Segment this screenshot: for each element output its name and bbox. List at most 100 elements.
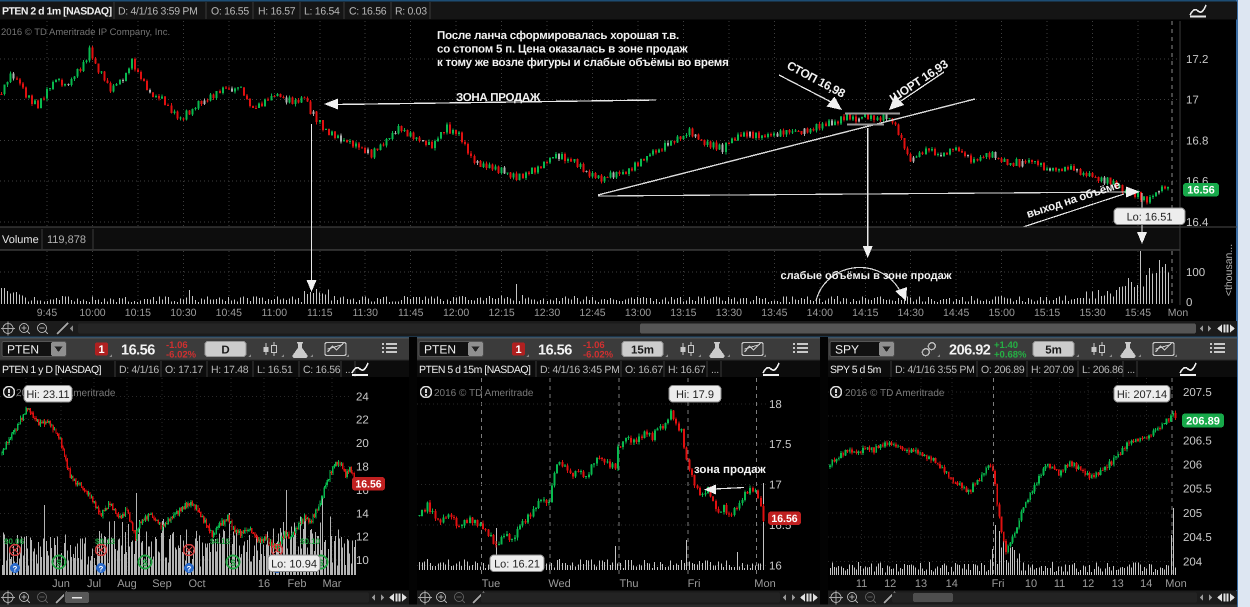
svg-text:15m: 15m (631, 345, 654, 357)
svg-text:$: $ (142, 558, 148, 569)
svg-text:ЗОНА ПРОДАЖ: ЗОНА ПРОДАЖ (456, 92, 541, 104)
svg-text:O: 17.17: O: 17.17 (165, 364, 203, 376)
svg-text:Thu: Thu (620, 578, 639, 590)
svg-text:H: 16.67: H: 16.67 (668, 364, 706, 376)
svg-text:17.2: 17.2 (1186, 54, 1208, 66)
svg-text:+0.68%: +0.68% (994, 350, 1027, 361)
svg-text:Tue: Tue (482, 578, 501, 590)
svg-text:206.89: 206.89 (1186, 416, 1220, 428)
svg-text:Aug: Aug (117, 578, 137, 590)
svg-text:9:45: 9:45 (37, 307, 58, 319)
svg-text:2016 © TD Ameritrade: 2016 © TD Ameritrade (845, 388, 945, 399)
svg-text:зона продаж: зона продаж (694, 464, 767, 476)
svg-text:24: 24 (356, 391, 369, 403)
svg-text:PTEN 2 d 1m [NASDAQ]: PTEN 2 d 1m [NASDAQ] (2, 6, 112, 18)
svg-text:206.92: 206.92 (949, 343, 991, 359)
svg-text:17.5: 17.5 (769, 439, 791, 451)
svg-text:13:45: 13:45 (761, 307, 787, 319)
svg-text:Jul: Jul (87, 578, 101, 590)
svg-text:PTEN: PTEN (424, 343, 456, 357)
svg-text:10:45: 10:45 (216, 307, 242, 319)
svg-text:18: 18 (356, 462, 369, 474)
svg-text:PTEN 1 y D [NASDAQ]: PTEN 1 y D [NASDAQ] (2, 364, 102, 376)
svg-text:$0.10: $0.10 (300, 537, 321, 546)
svg-text:D: 4/1/16 3:55 PM: D: 4/1/16 3:55 PM (895, 364, 975, 376)
svg-text:Fri: Fri (688, 578, 701, 590)
svg-text:10:15: 10:15 (125, 307, 151, 319)
svg-text:18: 18 (769, 399, 782, 411)
svg-text:?: ? (187, 565, 192, 574)
svg-text:205: 205 (1183, 508, 1202, 520)
svg-text:$0.06: $0.06 (4, 537, 25, 546)
svg-text:Lo: 16.51: Lo: 16.51 (1127, 212, 1173, 224)
svg-text:H: 16.57: H: 16.57 (258, 6, 296, 18)
svg-text:15:00: 15:00 (989, 307, 1015, 319)
svg-text:10: 10 (1025, 578, 1037, 590)
svg-text:16.56: 16.56 (538, 343, 572, 359)
svg-text:16.8: 16.8 (1186, 135, 1208, 147)
svg-text:11: 11 (856, 578, 867, 590)
svg-text:204: 204 (1183, 556, 1203, 568)
svg-text:12: 12 (884, 578, 896, 590)
svg-text:204.5: 204.5 (1183, 532, 1212, 544)
svg-text:...: ... (1127, 364, 1135, 376)
svg-text:11:45: 11:45 (398, 307, 424, 319)
svg-text:H: 207.09: H: 207.09 (1031, 364, 1074, 376)
svg-text:11:30: 11:30 (352, 307, 378, 319)
svg-text:Lo: 16.21: Lo: 16.21 (494, 559, 540, 571)
svg-text:10:30: 10:30 (170, 307, 196, 319)
svg-text:Hi: 17.9: Hi: 17.9 (676, 389, 714, 401)
svg-text:Oct: Oct (188, 578, 205, 590)
svg-text:17: 17 (1186, 95, 1199, 107)
svg-text:11:00: 11:00 (262, 307, 288, 319)
svg-text:Sep: Sep (152, 578, 172, 590)
svg-text:16.56: 16.56 (771, 513, 797, 525)
svg-text:$4.15: $4.15 (210, 537, 231, 546)
svg-text:?: ? (13, 565, 18, 574)
svg-text:14:30: 14:30 (898, 307, 924, 319)
svg-text:D: 4/1/16 3:45 PM: D: 4/1/16 3:45 PM (540, 364, 620, 376)
svg-text:-6.02%: -6.02% (583, 350, 614, 361)
svg-text:...: ... (711, 364, 719, 376)
svg-text:L: 16.54: L: 16.54 (304, 6, 340, 18)
svg-text:-1.06: -1.06 (166, 340, 188, 351)
svg-text:C: 16.56: C: 16.56 (349, 6, 387, 18)
svg-text:12:00: 12:00 (443, 307, 469, 319)
svg-text:$: $ (56, 558, 62, 569)
svg-text:Mon: Mon (1165, 578, 1186, 590)
svg-text:12:30: 12:30 (534, 307, 560, 319)
svg-text:13: 13 (1112, 578, 1124, 590)
svg-text:10:00: 10:00 (79, 307, 105, 319)
svg-text:12:45: 12:45 (579, 307, 605, 319)
svg-text:...: ... (345, 364, 353, 376)
svg-text:?: ? (99, 565, 104, 574)
svg-text:13:30: 13:30 (716, 307, 742, 319)
svg-text:к тому же возле фигуры и слаб: к тому же возле фигуры и слабые объёмы в… (437, 57, 729, 69)
svg-text:205.5: 205.5 (1183, 484, 1212, 496)
svg-text:12:15: 12:15 (488, 307, 514, 319)
svg-text:16.56: 16.56 (1187, 185, 1215, 197)
svg-text:$: $ (230, 558, 236, 569)
svg-text:Mon: Mon (1168, 307, 1189, 319)
svg-text:16: 16 (258, 578, 270, 590)
svg-text:119,878: 119,878 (47, 234, 86, 246)
svg-text:22: 22 (356, 415, 369, 427)
svg-text:14:15: 14:15 (852, 307, 878, 319)
svg-text:207.5: 207.5 (1183, 387, 1212, 399)
svg-text:14: 14 (1140, 578, 1152, 590)
svg-text:16.56: 16.56 (121, 343, 155, 359)
svg-text:Feb: Feb (288, 578, 307, 590)
svg-text:13: 13 (915, 578, 927, 590)
svg-text:206.5: 206.5 (1183, 435, 1212, 447)
svg-text:Wed: Wed (548, 578, 570, 590)
svg-text:17: 17 (769, 480, 782, 492)
svg-text:$: $ (318, 558, 324, 569)
svg-text:Hi: 23.11: Hi: 23.11 (26, 389, 69, 401)
svg-text:10: 10 (356, 555, 369, 567)
svg-text:14:00: 14:00 (807, 307, 833, 319)
svg-text:O: 16.55: O: 16.55 (211, 6, 249, 18)
svg-text:15:15: 15:15 (1034, 307, 1060, 319)
svg-text:1: 1 (515, 344, 521, 356)
svg-text:2016 © TD Ameritrade: 2016 © TD Ameritrade (434, 388, 534, 399)
svg-text:слабые объёмы в зоне продаж: слабые объёмы в зоне продаж (780, 270, 951, 282)
